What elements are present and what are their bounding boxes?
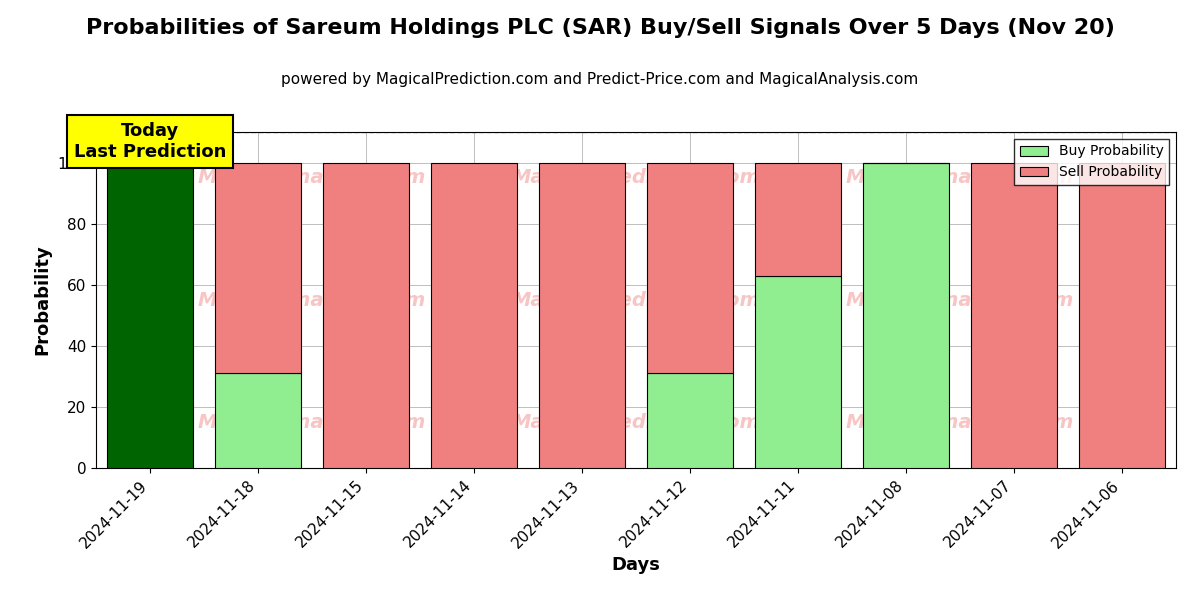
Bar — [215, 373, 301, 468]
Bar — [755, 163, 841, 275]
Text: MagicalAnalysis.com: MagicalAnalysis.com — [846, 169, 1074, 187]
Text: MagicalAnalysis.com: MagicalAnalysis.com — [198, 290, 426, 310]
Bar — [215, 163, 301, 373]
Text: MagicalAnalysis.com: MagicalAnalysis.com — [198, 413, 426, 431]
Legend: Buy Probability, Sell Probability: Buy Probability, Sell Probability — [1014, 139, 1169, 185]
Bar — [431, 163, 517, 468]
Bar — [863, 163, 949, 468]
Text: MagicalAnalysis.com: MagicalAnalysis.com — [846, 413, 1074, 431]
Bar — [539, 163, 625, 468]
Text: Today
Last Prediction: Today Last Prediction — [74, 122, 226, 161]
Text: MagicalAnalysis.com: MagicalAnalysis.com — [198, 169, 426, 187]
X-axis label: Days: Days — [612, 556, 660, 574]
Bar — [647, 163, 733, 373]
Bar — [323, 163, 409, 468]
Text: powered by MagicalPrediction.com and Predict-Price.com and MagicalAnalysis.com: powered by MagicalPrediction.com and Pre… — [281, 72, 919, 87]
Bar — [971, 163, 1057, 468]
Bar — [647, 373, 733, 468]
Bar — [107, 163, 193, 468]
Text: MagicalPrediction.com: MagicalPrediction.com — [511, 169, 761, 187]
Y-axis label: Probability: Probability — [34, 245, 52, 355]
Bar — [755, 275, 841, 468]
Text: MagicalAnalysis.com: MagicalAnalysis.com — [846, 290, 1074, 310]
Bar — [1079, 163, 1165, 468]
Text: MagicalPrediction.com: MagicalPrediction.com — [511, 413, 761, 431]
Text: Probabilities of Sareum Holdings PLC (SAR) Buy/Sell Signals Over 5 Days (Nov 20): Probabilities of Sareum Holdings PLC (SA… — [85, 18, 1115, 38]
Text: MagicalPrediction.com: MagicalPrediction.com — [511, 290, 761, 310]
